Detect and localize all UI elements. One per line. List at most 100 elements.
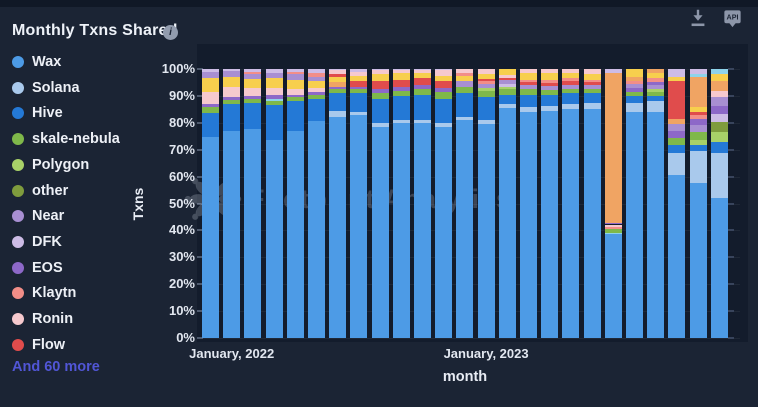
bar-segment-wax[interactable] — [668, 175, 686, 338]
bar-segment-wax[interactable] — [435, 126, 453, 338]
bar-segment-yel[interactable] — [265, 78, 283, 88]
bar-segment-yel[interactable] — [350, 75, 368, 82]
bar-segment-pur[interactable] — [626, 84, 643, 89]
bar-segment-lav[interactable] — [414, 69, 431, 71]
bar-segment-lav[interactable] — [223, 69, 241, 72]
bar-segment-vio[interactable] — [286, 94, 304, 98]
bar-segment-grn[interactable] — [329, 89, 347, 94]
bar-segment-wax[interactable] — [202, 136, 219, 338]
bar-segment-vio[interactable] — [244, 95, 262, 100]
bar-segment-yel[interactable] — [392, 73, 410, 80]
bar-segment-sol[interactable] — [414, 120, 431, 123]
bar-segment-pnk[interactable] — [202, 91, 219, 104]
bar-segment-sol[interactable] — [456, 116, 474, 121]
bar-2022-05[interactable] — [308, 69, 325, 338]
bar-segment-cyn[interactable] — [604, 232, 622, 235]
bar-segment-pnk[interactable] — [583, 69, 601, 75]
bar-segment-hive[interactable] — [562, 93, 580, 104]
bar-2023-07[interactable] — [604, 69, 622, 338]
bar-2023-09[interactable] — [647, 69, 665, 338]
bar-segment-red[interactable] — [541, 83, 559, 86]
bar-segment-vio[interactable] — [626, 88, 643, 92]
bar-segment-pnk[interactable] — [562, 69, 580, 74]
legend-item-flow[interactable]: Flow — [12, 332, 65, 358]
bar-segment-org[interactable] — [647, 69, 665, 74]
bar-segment-hive[interactable] — [392, 95, 410, 121]
bar-segment-hive[interactable] — [371, 98, 389, 123]
bar-segment-hive[interactable] — [456, 92, 474, 117]
bar-segment-hive[interactable] — [244, 103, 262, 129]
bar-segment-wax[interactable] — [477, 124, 495, 338]
bar-segment-grn[interactable] — [647, 91, 665, 96]
bar-segment-lav[interactable] — [265, 69, 283, 74]
bar-2022-04[interactable] — [286, 69, 304, 338]
bar-segment-lav[interactable] — [498, 84, 516, 87]
bar-segment-sol[interactable] — [371, 122, 389, 127]
bar-segment-hive[interactable] — [265, 105, 283, 141]
bar-segment-lav[interactable] — [371, 69, 389, 71]
bar-segment-grn[interactable] — [456, 86, 474, 93]
legend-item-hive[interactable]: Hive — [12, 100, 63, 126]
bar-segment-org[interactable] — [604, 73, 622, 224]
bar-segment-red[interactable] — [520, 82, 537, 86]
bar-segment-sol[interactable] — [562, 103, 580, 110]
bar-segment-lav[interactable] — [244, 69, 262, 72]
bar-segment-cyn[interactable] — [710, 69, 728, 74]
bar-2023-12[interactable] — [710, 69, 728, 338]
bar-segment-lav[interactable] — [604, 69, 622, 74]
bar-segment-grn[interactable] — [583, 89, 601, 94]
bar-segment-red[interactable] — [498, 78, 516, 81]
bar-segment-wax[interactable] — [647, 112, 665, 338]
bar-segment-vio[interactable] — [265, 94, 283, 99]
bar-segment-lav[interactable] — [689, 69, 707, 74]
bar-segment-yel[interactable] — [435, 75, 453, 82]
bar-2022-12[interactable] — [456, 69, 474, 338]
bar-segment-wax[interactable] — [329, 117, 347, 338]
bar-segment-wax[interactable] — [604, 234, 622, 338]
bar-segment-vio[interactable] — [392, 86, 410, 91]
bar-segment-wax[interactable] — [520, 112, 537, 338]
bar-segment-pnk[interactable] — [244, 88, 262, 96]
bar-segment-sal[interactable] — [286, 71, 304, 75]
bar-segment-wax[interactable] — [562, 109, 580, 338]
bar-segment-sal[interactable] — [647, 78, 665, 83]
bar-segment-pnk[interactable] — [604, 224, 622, 227]
legend-item-klaytn[interactable]: Klaytn — [12, 280, 76, 306]
bar-segment-sol[interactable] — [350, 112, 368, 115]
bar-segment-sal[interactable] — [541, 79, 559, 83]
bar-segment-pnk[interactable] — [414, 70, 431, 74]
bar-segment-yel[interactable] — [223, 76, 241, 88]
bar-segment-wax[interactable] — [308, 121, 325, 338]
bar-segment-grn[interactable] — [265, 101, 283, 106]
bar-segment-grn[interactable] — [223, 99, 241, 104]
bar-segment-grn[interactable] — [477, 90, 495, 98]
bar-segment-hive[interactable] — [350, 93, 368, 113]
bar-segment-red[interactable] — [477, 78, 495, 82]
bar-segment-wax[interactable] — [414, 122, 431, 338]
bar-segment-pur[interactable] — [308, 77, 325, 82]
bar-segment-yel[interactable] — [498, 69, 516, 75]
bar-2023-06[interactable] — [583, 69, 601, 338]
bar-segment-hive[interactable] — [626, 95, 643, 103]
bar-segment-pur[interactable] — [647, 85, 665, 90]
bar-segment-pnk[interactable] — [265, 87, 283, 95]
bar-segment-yel[interactable] — [583, 74, 601, 80]
bar-segment-lav[interactable] — [350, 69, 368, 72]
bar-segment-lav[interactable] — [286, 69, 304, 72]
bar-segment-wax[interactable] — [541, 111, 559, 338]
bar-segment-grn[interactable] — [350, 89, 368, 94]
bar-segment-sol[interactable] — [668, 152, 686, 176]
bar-segment-hive[interactable] — [202, 112, 219, 137]
bar-segment-lgrn[interactable] — [647, 89, 665, 92]
bar-segment-grn[interactable] — [668, 137, 686, 145]
bar-segment-pnk[interactable] — [710, 90, 728, 98]
bar-2023-05[interactable] — [562, 69, 580, 338]
bar-segment-grn[interactable] — [689, 131, 707, 141]
legend-item-other[interactable]: other — [12, 178, 68, 204]
legend-item-ronin[interactable]: Ronin — [12, 306, 73, 332]
bar-segment-hive[interactable] — [710, 141, 728, 154]
bar-segment-red[interactable] — [392, 79, 410, 87]
bar-segment-org[interactable] — [329, 82, 347, 87]
bar-segment-grn[interactable] — [202, 107, 219, 113]
bar-segment-red[interactable] — [414, 78, 431, 86]
